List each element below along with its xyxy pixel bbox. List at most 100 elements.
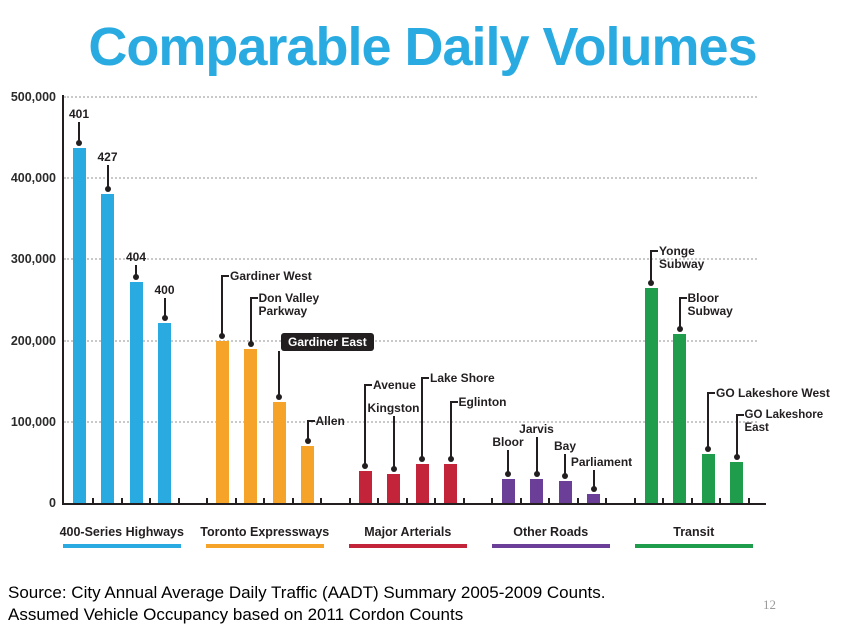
x-axis-tick xyxy=(206,498,209,503)
dot-allen xyxy=(304,438,311,445)
x-axis-tick xyxy=(120,498,123,503)
bar-label-427: 427 xyxy=(97,150,118,164)
dot-lake-shore xyxy=(419,456,425,463)
x-axis-tick xyxy=(719,498,722,503)
leader-eglinton-elbow xyxy=(450,401,458,403)
gridline-300-000 xyxy=(64,258,757,261)
bar-label-yonge-subway: Yonge Subway xyxy=(659,244,705,271)
leader-427 xyxy=(106,165,109,190)
leader-lake-shore-elbow xyxy=(422,377,429,379)
y-axis-label-200-000: 200,000 xyxy=(10,333,56,348)
x-axis-line xyxy=(62,503,766,505)
bar-label-go-lakeshore-east: GO Lakeshore East xyxy=(744,409,824,434)
x-axis-tick xyxy=(690,498,693,503)
bar-label-parliament: Parliament xyxy=(570,455,633,469)
leader-avenue-elbow xyxy=(365,384,372,386)
x-axis-tick xyxy=(747,498,750,503)
dot-eglinton xyxy=(447,456,454,463)
leader-yonge-subway xyxy=(650,250,652,283)
leader-bloor-subway xyxy=(678,297,681,330)
category-label-major-arterials: Major Arterials xyxy=(364,525,452,539)
source-note: Source: City Annual Average Daily Traffi… xyxy=(8,582,605,626)
x-axis-tick xyxy=(576,498,579,503)
dot-avenue xyxy=(362,462,368,469)
leader-jarvis xyxy=(535,437,538,474)
dot-go-lakeshore-west xyxy=(705,446,711,453)
x-axis-tick xyxy=(234,498,237,503)
leader-gardiner-west xyxy=(221,275,223,336)
y-axis-label-0: 0 xyxy=(49,496,56,510)
x-axis-tick xyxy=(377,498,380,503)
x-axis-tick xyxy=(548,498,551,503)
category-label-toronto-expressways: Toronto Expressways xyxy=(200,525,330,539)
bar-label-bay: Bay xyxy=(553,439,576,453)
dot-don-valley-parkway xyxy=(247,340,254,347)
leader-bay xyxy=(564,454,566,477)
bar-jarvis xyxy=(530,478,543,503)
x-axis-tick xyxy=(605,498,608,503)
bar-gardiner-west xyxy=(215,340,229,503)
dot-kingston xyxy=(390,465,397,472)
category-underline-400-series-highways xyxy=(62,544,181,548)
leader-go-lakeshore-west xyxy=(707,392,709,450)
category-label-other-roads: Other Roads xyxy=(513,525,589,539)
dot-go-lakeshore-east xyxy=(733,454,740,461)
x-axis-tick xyxy=(177,498,180,503)
bar-bay xyxy=(558,481,572,503)
x-axis-tick xyxy=(434,498,437,503)
y-axis-label-100-000: 100,000 xyxy=(10,414,56,429)
x-axis-tick xyxy=(462,498,465,503)
x-axis-tick xyxy=(320,498,323,503)
leader-go-lakeshore-west-elbow xyxy=(708,392,715,394)
x-axis-tick xyxy=(491,498,494,503)
dot-404 xyxy=(133,274,139,281)
source-line-2: Assumed Vehicle Occupancy based on 2011 … xyxy=(8,605,464,624)
source-line-1: Source: City Annual Average Daily Traffi… xyxy=(8,583,606,602)
y-axis-label-500-000: 500,000 xyxy=(10,90,56,104)
category-label-transit: Transit xyxy=(673,525,715,539)
bar-label-gardiner-east-highlight: Gardiner East xyxy=(281,333,374,351)
gridline-200-000 xyxy=(64,339,757,342)
x-axis-tick xyxy=(291,498,294,503)
bar-kingston xyxy=(387,473,400,503)
category-underline-toronto-expressways xyxy=(205,544,324,548)
bar-label-eglinton: Eglinton xyxy=(458,395,507,409)
bar-label-kingston: Kingston xyxy=(367,401,420,415)
y-axis-label-300-000: 300,000 xyxy=(10,252,56,267)
leader-lake-shore xyxy=(421,377,423,460)
bar-gardiner-east xyxy=(272,401,286,503)
slide-title: Comparable Daily Volumes xyxy=(88,17,757,77)
bar-427 xyxy=(101,194,114,503)
dot-yonge-subway xyxy=(648,279,654,286)
bar-label-bloor: Bloor xyxy=(492,435,524,449)
bar-label-401: 401 xyxy=(68,107,90,121)
x-axis-tick xyxy=(633,498,636,503)
bar-yonge-subway xyxy=(644,287,658,503)
bar-404 xyxy=(129,282,143,503)
bar-label-gardiner-west: Gardiner West xyxy=(230,269,312,283)
leader-yonge-subway-elbow xyxy=(651,250,658,252)
dot-bloor xyxy=(505,470,511,477)
x-axis-tick xyxy=(662,498,665,503)
bar-bloor-subway xyxy=(673,334,686,503)
bar-label-avenue: Avenue xyxy=(373,378,416,392)
leader-go-lakeshore-east-elbow xyxy=(736,414,744,416)
bar-eglinton xyxy=(444,464,457,503)
leader-bloor xyxy=(507,450,509,474)
page-number: 12 xyxy=(763,597,776,612)
leader-parliament xyxy=(592,470,595,490)
bar-go-lakeshore-east xyxy=(730,462,743,503)
bar-400 xyxy=(158,322,171,503)
leader-don-valley-parkway-elbow xyxy=(250,297,258,299)
bar-avenue xyxy=(358,470,372,503)
leader-go-lakeshore-east xyxy=(735,414,738,458)
bar-401 xyxy=(72,148,86,503)
dot-parliament xyxy=(590,486,597,493)
bar-label-don-valley-parkway: Don Valley Parkway xyxy=(258,291,320,318)
x-axis-tick xyxy=(92,498,95,503)
dot-gardiner-east xyxy=(276,393,282,400)
category-underline-transit xyxy=(634,544,753,548)
dot-400 xyxy=(161,314,168,321)
bar-label-bloor-subway: Bloor Subway xyxy=(687,291,733,318)
